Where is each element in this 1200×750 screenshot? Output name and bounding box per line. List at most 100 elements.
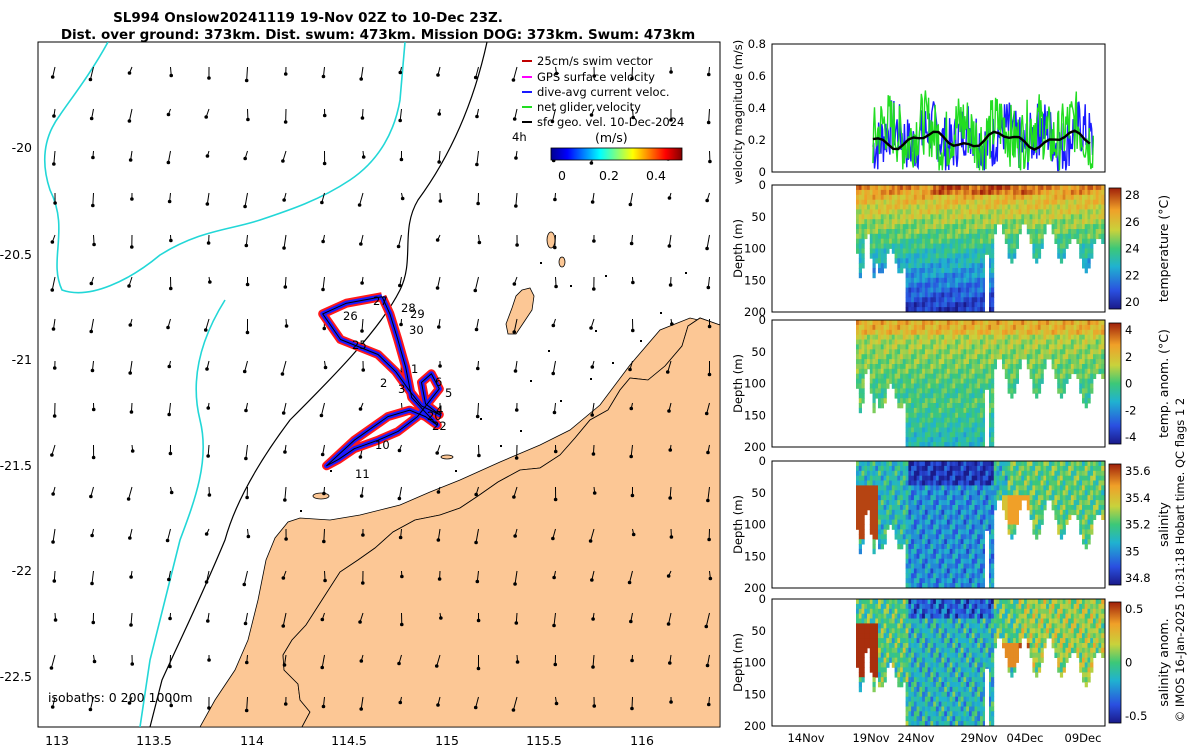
section-cell: [869, 485, 873, 491]
section-cell: [980, 461, 984, 467]
section-cell: [911, 277, 915, 284]
section-cell: [993, 219, 997, 225]
section-cell: [872, 505, 876, 511]
section-cell: [944, 268, 948, 274]
section-cell: [880, 539, 884, 545]
section-cell: [971, 334, 975, 340]
arrow-head: [552, 575, 556, 580]
arrow-head: [166, 325, 170, 330]
section-cell: [889, 368, 893, 375]
section-cell: [880, 383, 884, 389]
section-cell: [927, 354, 931, 360]
section-cell: [875, 229, 879, 235]
section-cell: [889, 199, 893, 205]
section-cell: [971, 407, 975, 414]
section-cell: [985, 373, 989, 379]
section-cell: [883, 388, 887, 394]
section-cell: [969, 272, 973, 279]
section-cell: [875, 324, 879, 331]
depth-tick: 50: [751, 210, 766, 224]
section-cell: [1002, 354, 1006, 360]
arrow-head: [666, 574, 671, 578]
section-cell: [969, 529, 973, 535]
section-cell: [924, 509, 929, 516]
section-cell: [900, 388, 904, 394]
section-cell: [1101, 209, 1105, 215]
section-cell: [985, 194, 989, 201]
section-cell: [930, 277, 934, 284]
section-cell: [1084, 329, 1088, 336]
section-cell: [1035, 378, 1039, 384]
section-cell: [922, 334, 926, 340]
section-cell: [1087, 238, 1091, 244]
section-cell: [941, 373, 945, 379]
section-cell: [935, 490, 940, 496]
section-cell: [905, 383, 909, 389]
section-cell: [880, 320, 884, 326]
section-cell: [916, 238, 920, 244]
section-cell: [1082, 189, 1086, 196]
section-cell: [1087, 224, 1091, 230]
section-cell: [946, 209, 951, 215]
section-cell: [897, 403, 901, 409]
section-cell: [944, 292, 948, 298]
section-cell: [1062, 224, 1066, 230]
section-cell: [1035, 320, 1039, 326]
section-cell: [1043, 185, 1047, 191]
section-cell: [1010, 224, 1014, 230]
section-cell: [869, 344, 873, 350]
arrow-head: [473, 288, 478, 293]
section-cell: [1032, 233, 1036, 240]
section-cell: [952, 194, 956, 201]
section-cell: [872, 364, 876, 370]
section-cell: [927, 388, 931, 394]
section-cell: [963, 359, 967, 365]
section-cell: [1046, 219, 1050, 225]
section-cell: [960, 519, 964, 525]
section-cell: [966, 442, 970, 448]
velocity-arrow: [707, 486, 710, 501]
section-cell: [1054, 320, 1058, 326]
section-cell: [900, 329, 904, 336]
section-cell: [980, 233, 984, 240]
section-cell: [872, 253, 876, 259]
section-cell: [935, 480, 940, 486]
section-cell: [971, 204, 975, 210]
section-cell: [891, 214, 895, 220]
section-cell: [916, 475, 920, 481]
section-cell: [977, 292, 981, 298]
arrow-head: [397, 496, 402, 501]
section-cell: [867, 349, 871, 355]
arrow-head: [669, 118, 673, 122]
section-cell: [913, 378, 918, 384]
section-cell: [1057, 383, 1061, 389]
section-cell: [1101, 364, 1105, 370]
section-cell: [938, 583, 942, 589]
section-cell: [880, 461, 884, 467]
depth-tick: 50: [751, 345, 766, 359]
arrow-head: [512, 282, 517, 286]
section-cell: [1007, 364, 1011, 370]
section-cell: [958, 393, 962, 399]
section-cell: [1082, 243, 1086, 249]
section-cell: [913, 263, 918, 269]
section-cell: [946, 505, 951, 511]
section-cell: [963, 378, 967, 384]
section-cell: [1057, 334, 1061, 340]
section-cell: [963, 407, 967, 414]
section-cell: [861, 248, 865, 254]
section-cell: [875, 529, 879, 535]
section-cell: [977, 534, 981, 540]
section-cell: [919, 329, 923, 336]
section-cell: [927, 287, 931, 293]
section-cell: [944, 277, 948, 284]
arrow-head: [359, 659, 364, 663]
section-cell: [927, 480, 931, 486]
section-cell: [955, 329, 959, 336]
section-cell: [1037, 219, 1042, 225]
section-cell: [935, 349, 940, 355]
section-cell: [1010, 248, 1014, 254]
section-cell: [861, 334, 865, 340]
section-cell: [966, 339, 970, 345]
section-cell: [946, 378, 951, 384]
